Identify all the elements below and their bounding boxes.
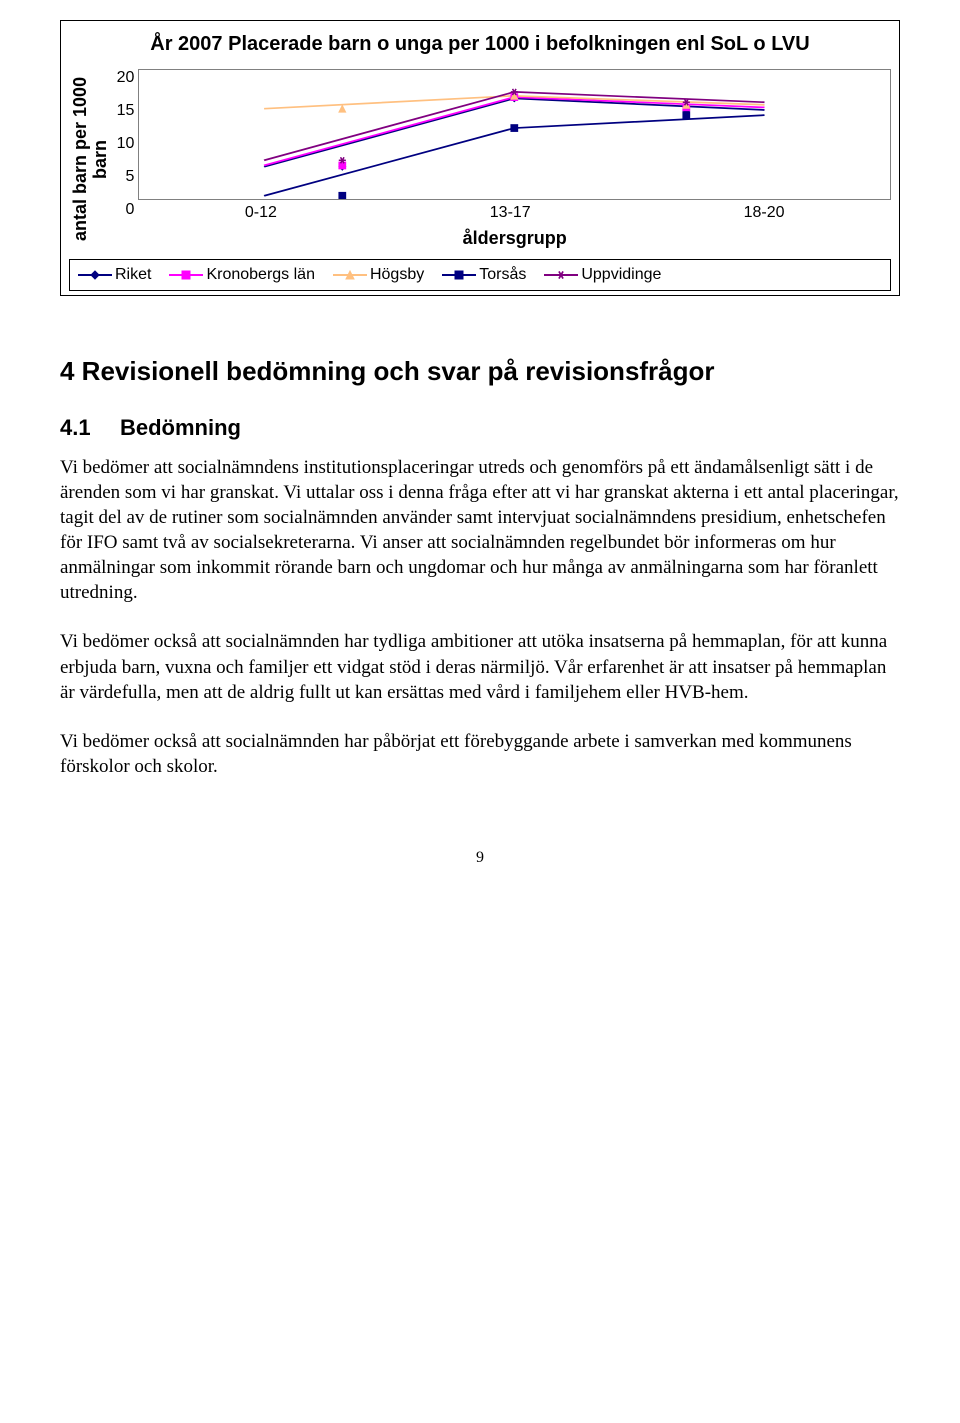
section-heading: 4 Revisionell bedömning och svar på revi… [60,356,900,387]
paragraph-3: Vi bedömer också att socialnämnden har p… [60,729,900,779]
paragraph-2: Vi bedömer också att socialnämnden har t… [60,629,900,704]
legend-swatch [169,268,203,282]
plot-area [138,69,891,200]
legend-swatch [78,268,112,282]
legend-item: Högsby [333,266,424,284]
legend-item: Torsås [442,266,526,284]
legend-item: Uppvidinge [544,266,661,284]
x-axis-label: åldersgrupp [138,228,891,249]
legend-swatch [333,268,367,282]
x-axis-ticks: 0-12 13-17 18-20 [138,200,891,222]
subsection-heading: 4.1Bedömning [60,415,900,441]
legend-label: Riket [115,266,151,284]
legend-label: Torsås [479,266,526,284]
y-axis-label: antal barn per 1000 barn [69,69,113,249]
chart-legend: Riket Kronobergs län Högsby Torsås Uppviding… [69,259,891,291]
legend-swatch [442,268,476,282]
legend-item: Riket [78,266,151,284]
y-axis-ticks: 20 15 10 5 0 [113,69,139,219]
legend-swatch [544,268,578,282]
chart-container: År 2007 Placerade barn o unga per 1000 i… [60,20,900,296]
legend-label: Högsby [370,266,424,284]
chart-title: År 2007 Placerade barn o unga per 1000 i… [69,31,891,57]
paragraph-1: Vi bedömer att socialnämndens institutio… [60,455,900,605]
legend-label: Uppvidinge [581,266,661,284]
legend-label: Kronobergs län [206,266,315,284]
legend-item: Kronobergs län [169,266,315,284]
page-number: 9 [60,849,900,867]
